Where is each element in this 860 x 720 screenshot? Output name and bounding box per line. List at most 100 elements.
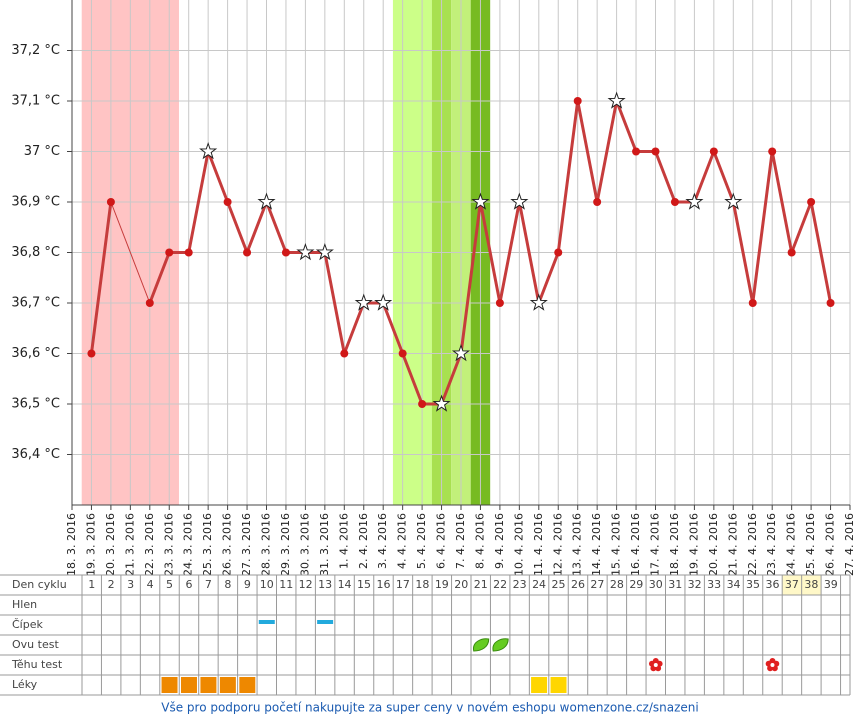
x-tick-label: 21. 4. 2016 xyxy=(726,513,739,576)
x-tick-label: 22. 4. 2016 xyxy=(746,513,759,576)
day-number: 2 xyxy=(108,578,115,591)
day-number: 24 xyxy=(532,578,546,591)
day-number: 29 xyxy=(629,578,643,591)
ovu-test-mark xyxy=(473,638,490,652)
day-number: 8 xyxy=(224,578,231,591)
x-tick-label: 8. 4. 2016 xyxy=(473,513,486,569)
point xyxy=(632,147,641,156)
x-tick-label: 24. 3. 2016 xyxy=(182,513,195,576)
day-number: 34 xyxy=(727,578,741,591)
point xyxy=(807,198,816,206)
y-tick-label: 37,1 °C xyxy=(11,94,60,109)
point xyxy=(243,248,252,257)
x-tick-label: 11. 4. 2016 xyxy=(532,513,545,576)
x-tick-label: 14. 4. 2016 xyxy=(590,513,603,576)
day-number: 35 xyxy=(746,578,760,591)
y-tick-label: 36,6 °C xyxy=(11,346,60,361)
y-tick-label: 36,5 °C xyxy=(11,397,60,412)
footer-link[interactable]: Vše pro podporu početí nakupujte za supe… xyxy=(161,701,698,715)
day-number: 39 xyxy=(824,578,838,591)
day-number: 21 xyxy=(474,578,488,591)
x-tick-label: 20. 3. 2016 xyxy=(104,513,117,576)
row-label: Léky xyxy=(12,678,38,691)
y-tick-label: 36,8 °C xyxy=(11,245,60,260)
x-tick-label: 12. 4. 2016 xyxy=(551,513,564,576)
x-tick-label: 1. 4. 2016 xyxy=(337,513,350,569)
y-tick-label: 37,2 °C xyxy=(11,43,60,58)
day-number: 22 xyxy=(493,578,507,591)
star-point xyxy=(529,293,548,311)
day-number: 12 xyxy=(299,578,313,591)
x-tick-label: 28. 3. 2016 xyxy=(260,513,273,576)
x-tick-label: 6. 4. 2016 xyxy=(435,513,448,569)
x-tick-label: 27. 4. 2016 xyxy=(843,513,856,576)
point xyxy=(768,147,777,156)
x-tick-label: 9. 4. 2016 xyxy=(493,513,506,569)
day-number: 18 xyxy=(415,578,429,591)
x-tick-label: 27. 3. 2016 xyxy=(240,513,253,576)
x-tick-label: 21. 3. 2016 xyxy=(123,513,136,576)
star-point xyxy=(607,91,626,109)
point xyxy=(709,147,718,156)
x-tick-label: 23. 3. 2016 xyxy=(162,513,175,576)
x-tick-label: 26. 3. 2016 xyxy=(221,513,234,576)
day-number: 9 xyxy=(244,578,251,591)
y-tick-label: 36,4 °C xyxy=(11,447,60,462)
day-number: 4 xyxy=(147,578,154,591)
x-tick-label: 18. 4. 2016 xyxy=(668,513,681,576)
medication-mark xyxy=(161,677,178,693)
x-tick-label: 15. 4. 2016 xyxy=(610,513,623,576)
day-number: 37 xyxy=(785,578,799,591)
petal xyxy=(765,660,772,667)
x-tick-label: 4. 4. 2016 xyxy=(396,513,409,569)
medication-mark xyxy=(219,677,236,693)
petal xyxy=(648,660,655,667)
day-number: 16 xyxy=(376,578,390,591)
day-number: 6 xyxy=(185,578,192,591)
cervix-mark xyxy=(317,620,334,624)
x-tick-label: 3. 4. 2016 xyxy=(376,513,389,569)
y-tick-label: 36,9 °C xyxy=(11,195,60,210)
day-number: 10 xyxy=(260,578,274,591)
day-number: 13 xyxy=(318,578,332,591)
day-number: 3 xyxy=(127,578,134,591)
point xyxy=(87,349,96,358)
y-tick-label: 36,7 °C xyxy=(11,296,60,311)
point xyxy=(554,248,563,257)
day-number: 20 xyxy=(454,578,468,591)
star-point xyxy=(685,192,704,210)
star-point xyxy=(354,293,373,311)
point xyxy=(593,198,602,206)
day-number: 1 xyxy=(88,578,95,591)
point xyxy=(281,248,290,257)
day-number: 5 xyxy=(166,578,173,591)
point xyxy=(145,299,154,307)
x-tick-label: 30. 3. 2016 xyxy=(298,513,311,576)
day-number: 32 xyxy=(688,578,702,591)
day-number: 26 xyxy=(571,578,585,591)
day-number: 30 xyxy=(649,578,663,591)
x-tick-label: 20. 4. 2016 xyxy=(707,513,720,576)
x-tick-label: 5. 4. 2016 xyxy=(415,513,428,569)
pregnancy-test-mark xyxy=(765,658,780,672)
point xyxy=(106,198,115,206)
medication-mark xyxy=(180,677,197,693)
day-number: 7 xyxy=(205,578,212,591)
x-tick-label: 26. 4. 2016 xyxy=(824,513,837,576)
gap-bridge xyxy=(110,201,151,304)
x-tick-label: 25. 3. 2016 xyxy=(201,513,214,576)
row-label: Ovu test xyxy=(12,638,59,651)
star-point xyxy=(374,293,393,311)
cervix-mark xyxy=(258,620,275,624)
row-label: Těhu test xyxy=(11,658,63,671)
x-tick-label: 29. 3. 2016 xyxy=(279,513,292,576)
x-tick-label: 17. 4. 2016 xyxy=(649,513,662,576)
row-label: Hlen xyxy=(12,598,37,611)
day-number: 19 xyxy=(435,578,449,591)
x-tick-label: 23. 4. 2016 xyxy=(765,513,778,576)
day-number: 38 xyxy=(804,578,818,591)
ovu-test-mark xyxy=(492,638,509,652)
day-number: 14 xyxy=(338,578,352,591)
flower-center xyxy=(653,663,658,667)
